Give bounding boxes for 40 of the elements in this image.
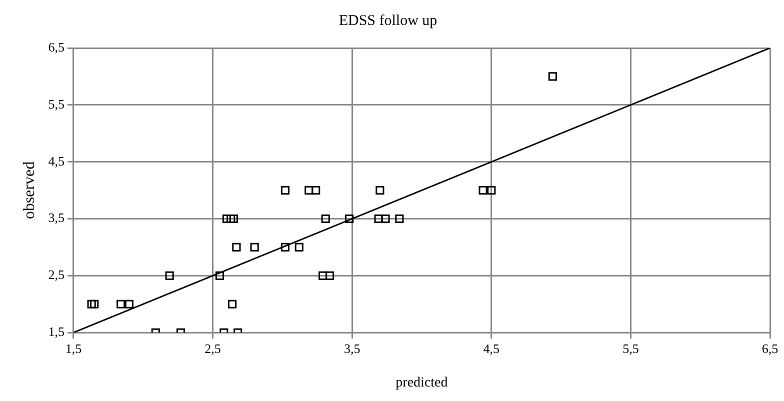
point: [232, 242, 241, 252]
point: [250, 242, 259, 252]
point: [124, 300, 134, 308]
point: [478, 186, 488, 195]
point: [228, 300, 237, 308]
point: [294, 242, 304, 252]
point: [548, 72, 557, 81]
point: [280, 242, 290, 252]
x-tick-label: 3,5: [344, 340, 360, 356]
point: [374, 214, 383, 224]
point: [304, 186, 314, 195]
x-axis-title: predicted: [396, 375, 448, 390]
point: [280, 186, 290, 195]
point: [87, 300, 96, 308]
x-tick-label: 6,5: [762, 340, 778, 356]
point: [381, 214, 390, 224]
y-tick-label: 3,5: [48, 210, 64, 226]
point: [395, 214, 404, 224]
point: [215, 271, 224, 280]
y-axis-title: observed: [20, 161, 38, 220]
point: [116, 300, 126, 308]
y-tick-label: 4,5: [48, 153, 64, 168]
point: [165, 271, 174, 280]
point: [321, 214, 330, 224]
point: [376, 186, 384, 195]
chart-title: EDSS follow up: [338, 12, 438, 29]
y-tick-label: 2,5: [48, 267, 64, 282]
y-tick-label: 5,5: [48, 96, 64, 112]
x-tick-label: 4,5: [483, 340, 500, 356]
point: [312, 186, 320, 195]
x-tick-label: 2,5: [204, 340, 221, 356]
y-tick-label: 6,5: [48, 39, 64, 54]
point: [325, 271, 334, 280]
point: [90, 300, 99, 308]
point: [487, 186, 496, 195]
point: [345, 214, 354, 224]
x-tick-label: 1,5: [65, 340, 82, 356]
point: [318, 271, 328, 280]
x-tick-label: 5,5: [622, 340, 639, 356]
y-tick-label: 1,5: [48, 324, 64, 340]
